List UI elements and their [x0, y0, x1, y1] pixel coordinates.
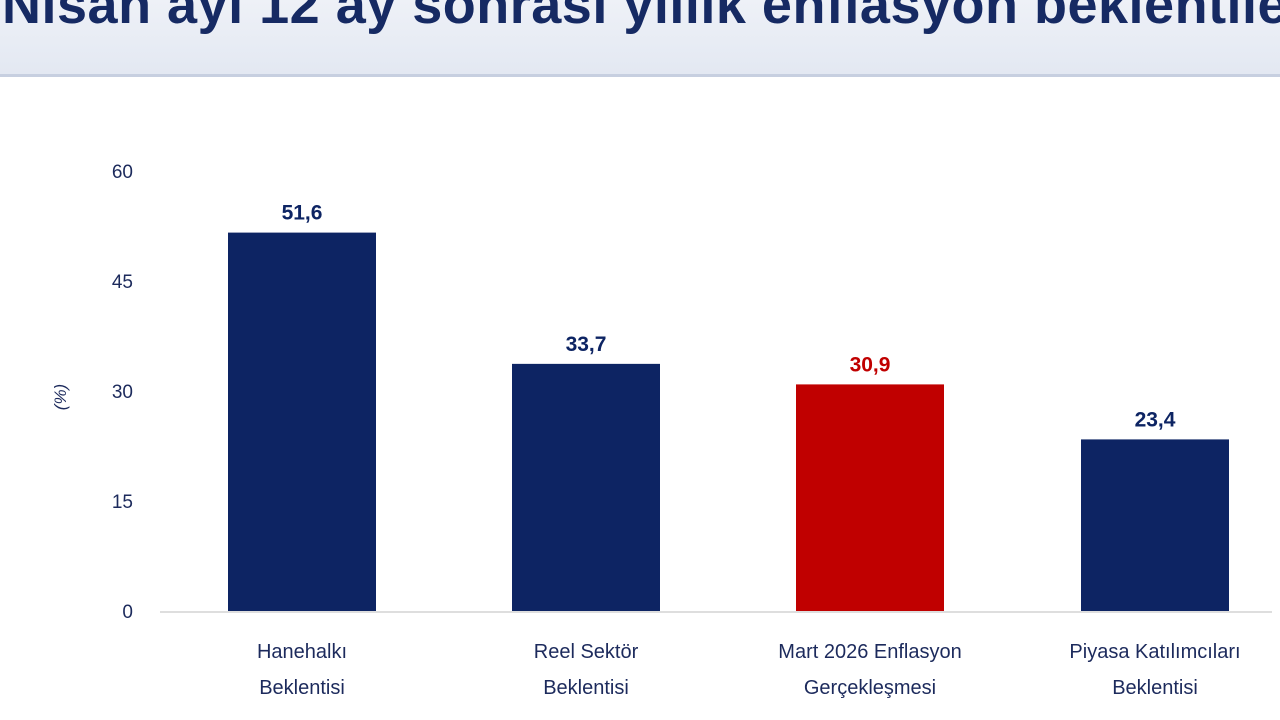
category-label: Beklentisi	[259, 677, 345, 699]
category-label: Beklentisi	[1112, 677, 1198, 699]
y-axis-ticks: 0 15 30 45 60	[112, 162, 133, 623]
y-tick-label: 60	[112, 162, 133, 183]
data-label: 30,9	[850, 353, 891, 376]
category-label: Piyasa Katılımcıları	[1069, 641, 1240, 663]
category-label: Beklentisi	[543, 677, 629, 699]
y-tick-label: 30	[112, 382, 133, 403]
category-label: Gerçekleşmesi	[804, 677, 936, 699]
y-tick-label: 15	[112, 492, 133, 513]
y-axis-label: (%)	[51, 384, 70, 410]
bar	[228, 232, 376, 611]
category-label: Mart 2026 Enflasyon	[778, 641, 961, 663]
data-label: 23,4	[1135, 408, 1176, 431]
y-tick-label: 0	[122, 602, 133, 623]
bar	[512, 363, 660, 611]
category-label: Reel Sektör	[534, 641, 639, 663]
data-labels: 51,6 33,7 30,9 23,4	[282, 202, 1176, 432]
bars	[228, 232, 1229, 611]
bar	[796, 384, 944, 611]
data-label: 51,6	[282, 202, 323, 225]
chart-title: Nisan ayı 12 ay sonrası yıllık enflasyon…	[2, 0, 1280, 35]
category-label: Hanehalkı	[257, 641, 347, 663]
data-label: 33,7	[566, 333, 607, 356]
bar	[1081, 439, 1229, 611]
y-tick-label: 45	[112, 272, 133, 293]
title-bar: Nisan ayı 12 ay sonrası yıllık enflasyon…	[0, 0, 1280, 77]
category-labels: Hanehalkı Beklentisi Reel Sektör Beklentisi…	[257, 641, 1241, 699]
